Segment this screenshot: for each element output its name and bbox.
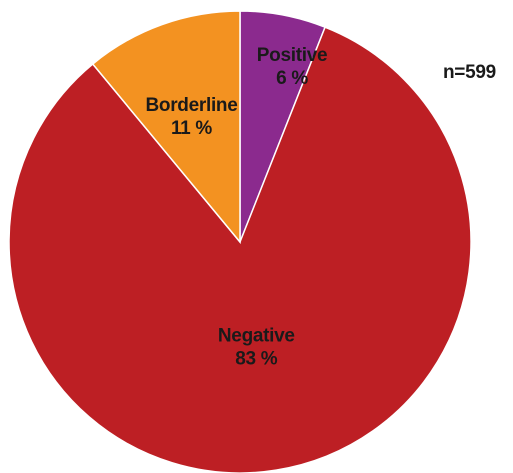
pie-slice-name-borderline: Borderline: [145, 95, 237, 116]
pie-slice-negative: [8, 26, 472, 473]
sample-size-label: n=599: [443, 62, 496, 83]
pie-slice-name-positive: Positive: [257, 45, 327, 66]
pie-slice-value-borderline: 11 %: [171, 118, 212, 139]
pie-slice-borderline: [91, 10, 241, 245]
pie-slice-value-positive: 6 %: [276, 68, 308, 89]
pie-slice-value-negative: 83 %: [235, 349, 278, 370]
pie-slices: [8, 10, 472, 473]
pie-slice-name-negative: Negative: [218, 326, 295, 347]
